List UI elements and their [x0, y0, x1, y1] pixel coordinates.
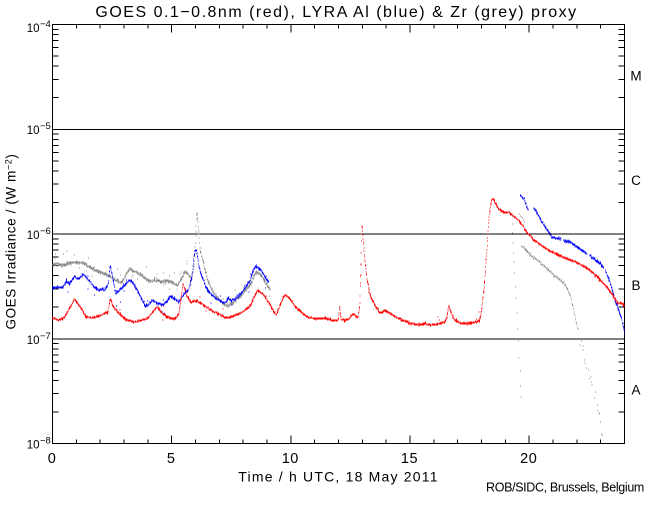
svg-text:−5: −5	[40, 121, 51, 132]
svg-text:C: C	[631, 173, 641, 188]
svg-text:10: 10	[27, 335, 40, 347]
svg-text:10: 10	[27, 125, 40, 137]
svg-text:−7: −7	[40, 331, 51, 342]
svg-text:B: B	[631, 278, 640, 293]
svg-text:ROB/SIDC, Brussels, Belgium: ROB/SIDC, Brussels, Belgium	[486, 481, 644, 495]
svg-text:10: 10	[27, 230, 40, 242]
svg-text:GOES Irradiance / (W m−2): GOES Irradiance / (W m−2)	[4, 153, 19, 329]
svg-text:10: 10	[282, 451, 299, 467]
svg-text:−8: −8	[40, 436, 51, 447]
svg-text:Time / h UTC, 18 May 2011: Time / h UTC, 18 May 2011	[238, 469, 438, 485]
svg-text:15: 15	[401, 451, 418, 467]
svg-text:−6: −6	[40, 226, 51, 237]
svg-text:GOES 0.1−0.8nm (red), LYRA Al: GOES 0.1−0.8nm (red), LYRA Al (blue) & Z…	[95, 4, 577, 21]
svg-text:M: M	[630, 69, 641, 84]
svg-text:5: 5	[167, 451, 176, 467]
svg-text:10: 10	[27, 23, 40, 35]
svg-text:−4: −4	[40, 19, 51, 30]
svg-text:A: A	[631, 383, 640, 398]
svg-text:0: 0	[48, 451, 57, 467]
svg-text:10: 10	[27, 440, 40, 452]
svg-text:20: 20	[520, 451, 537, 467]
